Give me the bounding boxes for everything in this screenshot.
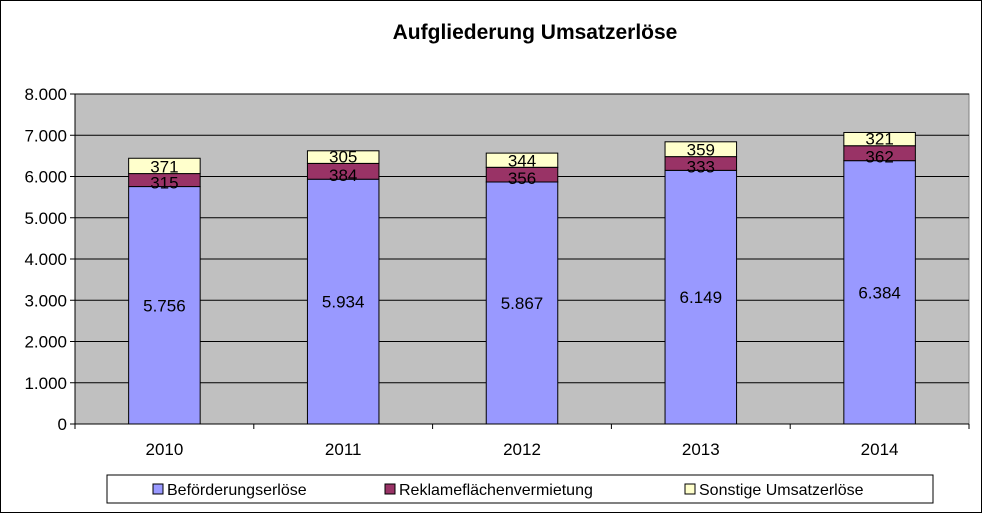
data-label: 371 (150, 158, 178, 177)
bar-segment (485, 152, 559, 168)
data-label: 315 (150, 174, 178, 193)
data-label: 359 (687, 141, 715, 160)
legend-box (106, 474, 934, 504)
legend-swatch (384, 483, 396, 495)
y-tick-label: 4.000 (24, 250, 67, 269)
legend-label: Reklameflächenvermietung (399, 482, 593, 499)
y-tick-label: 3.000 (24, 291, 67, 310)
bar-segment (664, 141, 738, 158)
bar-segment (664, 169, 738, 425)
bar-segment (306, 178, 380, 425)
y-tick-label: 8.000 (24, 85, 67, 104)
legend-label: Sonstige Umsatzerlöse (699, 482, 864, 499)
data-label: 321 (865, 130, 893, 149)
data-label: 344 (508, 151, 536, 170)
bar-segment (128, 186, 201, 425)
bar-segment (128, 157, 201, 175)
data-label: 5.756 (143, 296, 186, 315)
bar-segment (843, 160, 916, 425)
chart-title: Aufgliederung Umsatzerlöse (393, 21, 678, 44)
data-label: 6.384 (858, 283, 901, 302)
data-label: 362 (865, 148, 893, 167)
y-tick-label: 0 (58, 415, 67, 434)
x-tick-label: 2014 (861, 440, 899, 459)
y-tick-label: 6.000 (24, 168, 67, 187)
legend-swatch (152, 483, 164, 495)
data-label: 305 (329, 147, 357, 166)
bar-segment (843, 131, 916, 147)
data-label: 333 (687, 157, 715, 176)
bar-segment (306, 150, 380, 164)
y-tick-label: 5.000 (24, 209, 67, 228)
legend-swatch (684, 483, 696, 495)
data-label: 384 (329, 166, 357, 185)
y-tick-label: 7.000 (24, 126, 67, 145)
data-label: 356 (508, 169, 536, 188)
legend: Beförderungserlöse Reklameflächenvermietu… (106, 474, 934, 504)
data-label: 5.867 (501, 294, 544, 313)
x-tick-label: 2012 (503, 440, 541, 459)
data-label: 5.934 (322, 293, 365, 312)
x-tick-label: 2011 (325, 440, 362, 459)
legend-label: Beförderungserlöse (167, 482, 307, 499)
bar-segment (485, 181, 559, 425)
y-tick-label: 1.000 (24, 374, 67, 393)
y-tick-label: 2.000 (24, 333, 67, 352)
data-label: 6.149 (680, 288, 723, 307)
bars (128, 131, 916, 425)
x-tick-label: 2010 (145, 440, 183, 459)
x-tick-label: 2013 (682, 440, 720, 459)
